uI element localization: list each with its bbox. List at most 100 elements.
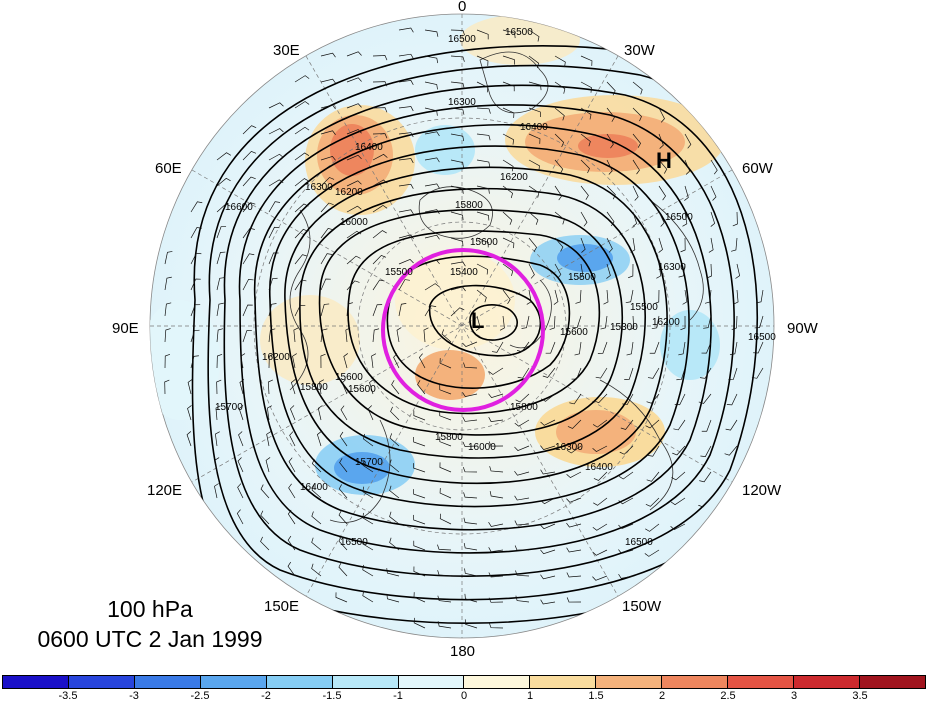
- pressure-level: 100 hPa: [107, 596, 193, 622]
- wind-barb: [389, 511, 400, 525]
- wind-barb: [320, 52, 336, 58]
- wind-barb: [341, 379, 348, 395]
- wind-barb: [600, 315, 608, 330]
- wind-barb: [632, 81, 643, 95]
- wind-barb: [606, 263, 611, 279]
- wind-barb: [463, 542, 478, 551]
- wind-barb: [417, 380, 426, 395]
- wind-barb: [242, 125, 257, 135]
- wind-barb: [528, 185, 540, 198]
- colorbar-segment: [398, 676, 465, 688]
- wind-barb: [216, 379, 222, 395]
- wind-barb: [726, 393, 738, 406]
- wind-barb: [514, 545, 530, 551]
- wind-barb: [618, 497, 634, 505]
- wind-barb: [514, 495, 530, 501]
- wind-barb: [542, 367, 556, 378]
- wind-barb: [345, 327, 351, 343]
- wind-barb: [488, 367, 504, 375]
- wind-barb: [216, 226, 227, 239]
- wind-barb: [632, 185, 639, 201]
- wind-barb: [311, 458, 322, 473]
- wind-barb: [658, 107, 665, 123]
- wind-barb: [238, 405, 244, 421]
- lon-label-30w: 30W: [624, 42, 655, 59]
- wind-barb: [268, 226, 280, 239]
- wind-barb: [343, 353, 349, 369]
- wind-barb: [499, 315, 505, 331]
- wind-barb: [540, 523, 556, 530]
- wind-barb: [476, 55, 489, 66]
- wind-barb: [267, 405, 272, 421]
- contour-label: 15700: [355, 457, 383, 468]
- wind-barb: [320, 303, 330, 317]
- wind-barb: [684, 185, 689, 201]
- wind-barb: [320, 227, 334, 239]
- wind-barb: [413, 436, 426, 447]
- wind-barb: [521, 315, 530, 329]
- wind-barb: [502, 29, 516, 39]
- wind-barb: [294, 126, 310, 135]
- wind-barb: [674, 393, 686, 406]
- wind-barb: [646, 471, 660, 482]
- wind-barb: [463, 492, 478, 499]
- wind-barb: [653, 289, 660, 305]
- wind-barb: [476, 185, 490, 194]
- wind-barb: [704, 289, 712, 304]
- wind-barb: [593, 497, 608, 506]
- wind-barb: [372, 304, 383, 317]
- wind-barb: [554, 81, 566, 94]
- wind-barb: [450, 159, 464, 168]
- lon-label-120e: 120E: [147, 482, 183, 499]
- wind-barb: [413, 566, 426, 577]
- wind-barb: [372, 133, 388, 139]
- wind-barb: [574, 341, 582, 356]
- contour-label: 16300: [555, 442, 583, 453]
- lon-label-60e: 60E: [155, 160, 182, 177]
- wind-barb: [630, 237, 636, 253]
- wind-barb: [703, 315, 712, 329]
- wind-barb: [580, 211, 588, 227]
- colorbar-tick-label: 1.5: [588, 690, 604, 702]
- wind-barb: [656, 263, 662, 279]
- wind-barb: [287, 509, 296, 525]
- wind-barb: [346, 129, 362, 135]
- wind-barb: [362, 564, 374, 577]
- wind-barb: [620, 419, 634, 430]
- wind-barb: [424, 55, 439, 64]
- wind-barb: [320, 130, 336, 135]
- wind-barb: [528, 29, 540, 42]
- contour-label: 16200: [500, 172, 528, 183]
- colorbar-tick-label: -1: [393, 690, 403, 702]
- contour-label: 15600: [560, 327, 588, 338]
- colorbar-segment: [794, 676, 860, 688]
- wind-barb: [311, 563, 322, 577]
- wind-barb: [214, 483, 219, 499]
- wind-barb: [488, 417, 504, 422]
- wind-barb: [371, 353, 377, 369]
- wind-barb: [606, 185, 616, 200]
- wind-barb: [606, 133, 614, 149]
- contour-label: 15800: [510, 402, 538, 413]
- wind-barb: [186, 431, 192, 447]
- wind-barb: [190, 355, 199, 369]
- wind-barb: [708, 237, 714, 253]
- wind-barb: [554, 185, 563, 201]
- wind-barb: [390, 406, 400, 421]
- colorbar-tick-label: 2.5: [720, 690, 736, 702]
- wind-barb: [733, 289, 739, 305]
- wind-barb: [450, 261, 466, 267]
- wind-barb: [710, 211, 716, 227]
- wind-barb: [372, 179, 388, 187]
- wind-barb: [597, 341, 608, 354]
- wind-barb: [701, 341, 712, 354]
- wind-barb: [398, 183, 414, 189]
- wind-barb: [476, 263, 489, 275]
- wind-barb: [528, 159, 540, 171]
- wind-barb: [680, 315, 686, 331]
- wind-barb: [372, 279, 385, 291]
- wind-barb: [413, 617, 426, 629]
- wind-barb: [622, 393, 634, 405]
- wind-barb: [699, 367, 712, 379]
- wind-barb: [462, 341, 478, 348]
